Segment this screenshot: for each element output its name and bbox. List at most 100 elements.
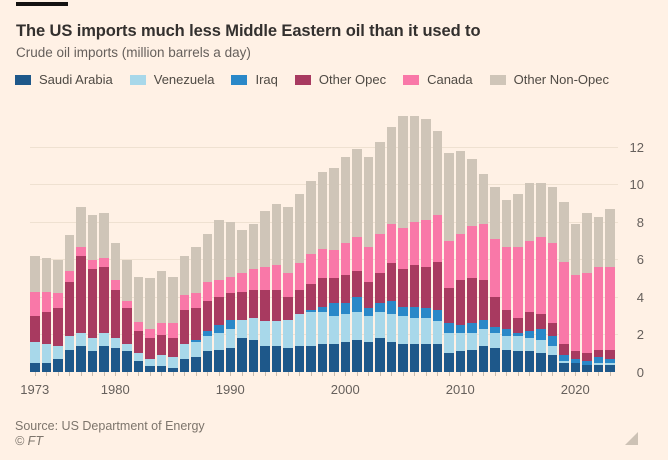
bar-1980	[110, 242, 120, 372]
x-tick-2003	[379, 372, 381, 376]
segment-other-opec	[99, 267, 109, 333]
bar-2022	[593, 216, 603, 372]
segment-canada	[478, 224, 488, 281]
x-tick-1993	[264, 372, 266, 376]
bar-1993	[260, 211, 270, 372]
segment-canada	[99, 257, 109, 268]
bar-1991	[237, 229, 247, 372]
bar-1986	[179, 256, 189, 372]
x-tick-1986	[184, 372, 186, 376]
segment-other-opec	[214, 297, 224, 326]
y-tick-label-10: 10	[629, 177, 644, 193]
x-tick-1997	[310, 372, 312, 376]
segment-canada	[283, 272, 293, 298]
segment-other-opec	[409, 265, 419, 307]
bar-1979	[99, 212, 109, 372]
segment-canada	[536, 237, 546, 315]
y-tick-label-2: 2	[636, 327, 644, 343]
segment-canada	[133, 321, 143, 331]
x-tick-1983	[149, 372, 151, 376]
source-line: Source: US Department of Energy	[15, 419, 205, 433]
segment-saudi-arabia	[133, 360, 143, 372]
segment-saudi-arabia	[524, 351, 534, 372]
bar-1977	[76, 207, 86, 372]
x-tick-2002	[368, 372, 370, 376]
segment-saudi-arabia	[191, 357, 201, 372]
bar-1985	[168, 276, 178, 372]
segment-other-non-opec	[352, 149, 362, 238]
y-tick-label-0: 0	[636, 364, 644, 380]
x-tick-2010	[460, 372, 462, 376]
segment-canada	[202, 282, 212, 301]
bar-2019	[559, 201, 569, 372]
segment-saudi-arabia	[283, 347, 293, 372]
segment-saudi-arabia	[110, 347, 120, 372]
segment-other-opec	[582, 353, 592, 361]
segment-canada	[306, 254, 316, 285]
segment-venezuela	[294, 314, 304, 346]
legend-swatch-icon	[129, 74, 146, 85]
legend-item-iraq: Iraq	[231, 73, 278, 86]
x-tick-label-1973: 1973	[20, 382, 50, 397]
segment-canada	[30, 291, 40, 316]
segment-canada	[559, 261, 569, 344]
segment-canada	[421, 220, 431, 268]
segment-iraq	[593, 357, 603, 363]
bar-1998	[317, 171, 327, 372]
segment-other-non-opec	[559, 201, 569, 262]
segment-venezuela	[432, 321, 442, 344]
x-tick-1974	[46, 372, 48, 376]
x-axis: 1973 1980 1990 2000 2010 2020	[20, 382, 618, 398]
bar-1994	[271, 203, 281, 372]
bar-1987	[191, 246, 201, 372]
segment-saudi-arabia	[76, 345, 86, 372]
legend: Saudi Arabia Venezuela Iraq Other Opec Canad…	[15, 73, 640, 86]
segment-other-non-opec	[168, 276, 178, 324]
segment-other-opec	[478, 280, 488, 320]
segment-canada	[340, 242, 350, 275]
segment-canada	[122, 300, 132, 309]
segment-saudi-arabia	[478, 345, 488, 372]
bar-2012	[478, 173, 488, 372]
segment-saudi-arabia	[145, 366, 155, 372]
segment-other-opec	[283, 297, 293, 320]
segment-saudi-arabia	[306, 345, 316, 372]
x-tick-1999	[333, 372, 335, 376]
segment-venezuela	[455, 332, 465, 352]
y-tick-label-8: 8	[636, 214, 644, 230]
segment-saudi-arabia	[398, 343, 408, 372]
segment-other-non-opec	[76, 207, 86, 247]
segment-venezuela	[536, 340, 546, 354]
segment-other-opec	[271, 289, 281, 322]
segment-canada	[386, 224, 396, 264]
segment-venezuela	[133, 353, 143, 361]
x-tick-label-2010: 2010	[445, 382, 475, 397]
x-tick-1994	[276, 372, 278, 376]
x-tick-label-1990: 1990	[215, 382, 245, 397]
segment-venezuela	[421, 317, 431, 344]
segment-other-opec	[145, 338, 155, 359]
x-tick-2005	[402, 372, 404, 376]
segment-saudi-arabia	[294, 345, 304, 372]
bar-2004	[386, 126, 396, 372]
segment-other-non-opec	[41, 257, 51, 292]
segment-other-non-opec	[179, 256, 189, 296]
segment-saudi-arabia	[605, 364, 615, 372]
x-tick-2015	[517, 372, 519, 376]
segment-venezuela	[490, 332, 500, 348]
segment-saudi-arabia	[317, 343, 327, 372]
segment-saudi-arabia	[455, 351, 465, 372]
segment-venezuela	[524, 338, 534, 352]
segment-venezuela	[122, 343, 132, 352]
segment-other-non-opec	[536, 183, 546, 238]
x-tick-label-2020: 2020	[560, 382, 590, 397]
segment-other-non-opec	[133, 276, 143, 322]
y-axis: 0 2 4 6 8 10 12	[616, 110, 644, 380]
segment-iraq	[582, 360, 592, 365]
x-tick-2020	[575, 372, 577, 376]
legend-item-saudi-arabia: Saudi Arabia	[15, 73, 113, 86]
segment-saudi-arabia	[30, 362, 40, 372]
x-tick-2017	[540, 372, 542, 376]
segment-other-non-opec	[317, 171, 327, 249]
